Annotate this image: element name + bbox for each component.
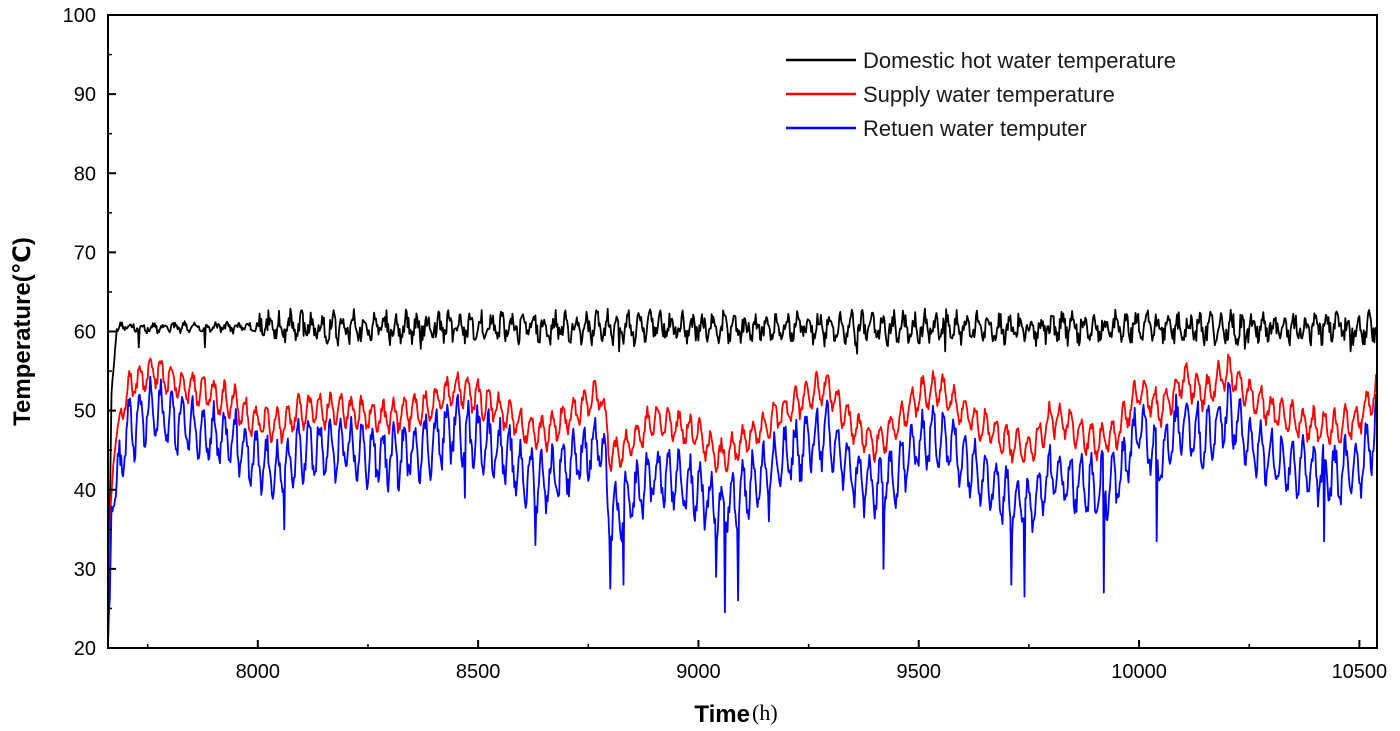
legend-label-domestic: Domestic hot water temperature <box>863 48 1176 73</box>
y-tick-label: 90 <box>74 84 96 106</box>
y-tick-label: 20 <box>74 638 96 660</box>
x-tick-label: 8000 <box>236 661 281 683</box>
legend-label-retuen: Retuen water temputer <box>863 116 1087 141</box>
y-tick-label: 50 <box>74 401 96 423</box>
x-tick-label: 9500 <box>897 661 942 683</box>
y-axis-title: Temperature(℃) <box>9 237 36 426</box>
y-tick-label: 70 <box>74 242 96 264</box>
x-axis-title: Time <box>694 701 750 728</box>
legend: Domestic hot water temperature Supply wat… <box>786 48 1176 141</box>
x-axis: 8000 8500 9000 9500 10000 10500 <box>146 640 1388 683</box>
series-line-supply <box>107 353 1378 644</box>
y-tick-label: 100 <box>63 5 96 27</box>
legend-label-supply: Supply water temperature <box>863 82 1115 107</box>
x-tick-label: 9000 <box>676 661 721 683</box>
y-axis: 20 30 40 50 60 70 80 90 100 <box>63 5 116 660</box>
series-line-retuen <box>107 375 1378 641</box>
x-tick-label: 8500 <box>456 661 501 683</box>
x-axis-unit: (h) <box>752 700 778 725</box>
series-line-domestic <box>107 307 1378 647</box>
x-tick-label: 10500 <box>1332 661 1388 683</box>
series-group <box>107 307 1378 647</box>
y-tick-label: 40 <box>74 480 96 502</box>
y-tick-label: 60 <box>74 322 96 344</box>
x-tick-label: 10000 <box>1111 661 1167 683</box>
y-tick-label: 30 <box>74 559 96 581</box>
y-tick-label: 80 <box>74 163 96 185</box>
